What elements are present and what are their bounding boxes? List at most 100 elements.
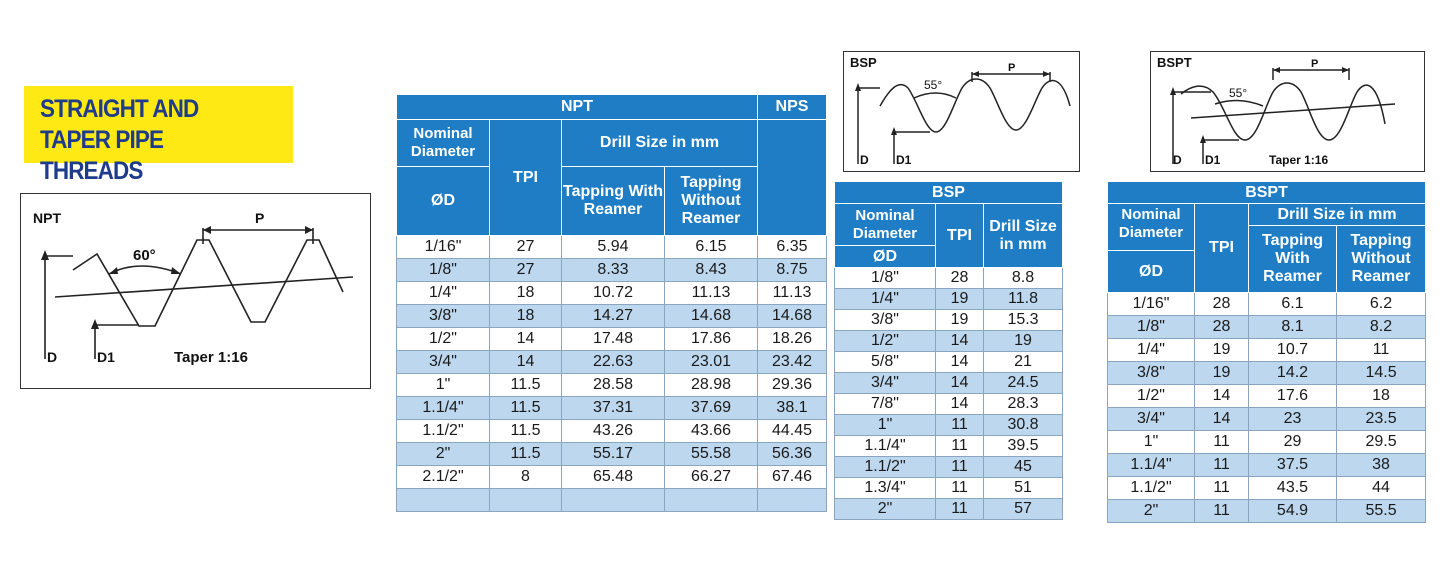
bspt-d-label: D (1173, 153, 1182, 167)
bspt-tap-without-header: Tapping Without Reamer (1335, 225, 1427, 293)
bspt-cell-tpi: 11 (1194, 499, 1249, 523)
table-row: 1" 11 29 29.5 (1107, 430, 1427, 454)
bspt-thread-profile (1170, 67, 1396, 164)
npt-cell-tap-without: 37.69 (664, 396, 758, 420)
table-row: 2" 11 54.9 55.5 (1107, 499, 1427, 523)
bsp-cell-drill: 8.8 (982, 267, 1064, 289)
bsp-cell-tpi: 14 (935, 330, 984, 352)
bsp-cell-nominal: 2" (834, 498, 936, 520)
npt-cell-tap-with: 55.17 (561, 442, 665, 466)
bsp-cell-nominal: 1.3/4" (834, 477, 936, 499)
bspt-cell-tpi: 28 (1194, 315, 1249, 339)
npt-diagram-name: NPT (33, 210, 61, 226)
npt-cell-nps: 6.35 (757, 235, 827, 259)
bsp-nominal-header: Nominal Diameter (834, 203, 936, 246)
npt-cell-nps: 56.36 (757, 442, 827, 466)
npt-table: NPT NPS Nominal Diameter TPI Drill Size … (396, 94, 827, 512)
npt-cell-nps: 23.42 (757, 350, 827, 374)
bspt-thread-diagram: BSPT 55° P D D1 Taper 1:16 (1150, 51, 1425, 172)
bsp-cell-tpi: 11 (935, 477, 984, 499)
table-row: 1/4" 19 11.8 (834, 288, 1064, 310)
bsp-table: BSP Nominal Diameter TPI Drill Size in m… (833, 181, 1064, 520)
bspt-header: BSPT (1106, 181, 1427, 204)
table-row: 3/8" 19 14.2 14.5 (1107, 361, 1427, 385)
bspt-cell-nominal: 1/8" (1107, 315, 1195, 339)
bsp-cell-tpi: 11 (935, 414, 984, 436)
npt-angle-label: 60° (133, 247, 156, 264)
npt-cell-nps: 14.68 (757, 304, 827, 328)
bsp-cell-drill: 39.5 (982, 435, 1064, 457)
table-row: 1.1/2" 11 43.5 44 (1107, 476, 1427, 500)
bsp-cell-tpi: 14 (935, 351, 984, 373)
bspt-cell-tap-without: 55.5 (1335, 499, 1427, 523)
table-row: 1.1/4" 11.5 37.31 37.69 38.1 (396, 396, 827, 420)
bsp-angle-label: 55° (924, 78, 943, 92)
bspt-d1-label: D1 (1205, 153, 1221, 167)
bspt-tap-with-header: Tapping With Reamer (1248, 225, 1337, 293)
npt-cell-nps: 44.45 (757, 419, 827, 443)
bsp-table-body: 1/8" 28 8.8 1/4" 19 11.8 3/8" 19 15.3 1/2" 14 19 5/8… (834, 267, 1064, 520)
table-row: 1/2" 14 17.6 18 (1107, 384, 1427, 408)
npt-tap-with-header: Tapping With Reamer (561, 166, 665, 236)
bspt-cell-tap-with: 14.2 (1248, 361, 1337, 385)
npt-pitch-label: P (255, 210, 265, 226)
bspt-table: BSPT Nominal Diameter TPI Drill Size in … (1106, 181, 1427, 523)
bspt-cell-tap-without: 29.5 (1335, 430, 1427, 454)
bsp-od-header: ØD (834, 245, 936, 268)
bsp-cell-drill: 15.3 (982, 309, 1064, 331)
bspt-tpi-header: TPI (1194, 203, 1249, 293)
table-row: 2" 11.5 55.17 55.58 56.36 (396, 442, 827, 466)
npt-cell-tpi: 11.5 (489, 396, 562, 420)
bsp-cell-nominal: 1/8" (834, 267, 936, 289)
bsp-d-label: D (860, 153, 869, 167)
bspt-cell-tap-without: 14.5 (1335, 361, 1427, 385)
table-row: 1/2" 14 17.48 17.86 18.26 (396, 327, 827, 351)
bsp-thread-profile (855, 71, 1071, 164)
bspt-cell-nominal: 3/8" (1107, 361, 1195, 385)
bsp-header: BSP (833, 181, 1064, 204)
bsp-pitch-label: P (1008, 62, 1016, 74)
npt-cell-nps: 29.36 (757, 373, 827, 397)
bsp-cell-nominal: 7/8" (834, 393, 936, 415)
bsp-cell-drill: 24.5 (982, 372, 1064, 394)
npt-cell-nominal: 1/16" (396, 235, 490, 259)
bspt-cell-tap-with: 29 (1248, 430, 1337, 454)
npt-cell-tap-with: 43.26 (561, 419, 665, 443)
bspt-cell-tap-with: 37.5 (1248, 453, 1337, 477)
bspt-cell-tpi: 11 (1194, 430, 1249, 454)
npt-cell-tap-with: 17.48 (561, 327, 665, 351)
npt-drill-header: Drill Size in mm (561, 119, 758, 167)
bspt-cell-nominal: 1/2" (1107, 384, 1195, 408)
bspt-cell-nominal: 1/4" (1107, 338, 1195, 362)
title-line-1: STRAIGHT AND (40, 95, 199, 123)
npt-cell-tpi: 27 (489, 258, 562, 282)
bsp-cell-nominal: 1/2" (834, 330, 936, 352)
bspt-cell-tap-with: 17.6 (1248, 384, 1337, 408)
page-title: STRAIGHT AND TAPER PIPE THREADS (24, 86, 293, 185)
npt-cell-tpi: 8 (489, 465, 562, 489)
bspt-cell-tap-without: 44 (1335, 476, 1427, 500)
npt-cell-tpi: 11.5 (489, 419, 562, 443)
table-row: 5/8" 14 21 (834, 351, 1064, 373)
bspt-cell-tpi: 14 (1194, 407, 1249, 431)
npt-cell-tap-with: 14.27 (561, 304, 665, 328)
npt-cell-nominal: 2" (396, 442, 490, 466)
title-line-2: TAPER PIPE THREADS (40, 126, 164, 185)
npt-d-label: D (47, 349, 58, 365)
npt-cell-nominal: 1/4" (396, 281, 490, 305)
bspt-cell-tap-without: 38 (1335, 453, 1427, 477)
table-row: 3/4" 14 23 23.5 (1107, 407, 1427, 431)
table-row: 1/4" 19 10.7 11 (1107, 338, 1427, 362)
npt-cell-tpi: 18 (489, 281, 562, 305)
bsp-drill-header: Drill Size in mm (982, 203, 1064, 268)
bspt-cell-tpi: 11 (1194, 453, 1249, 477)
npt-cell-nominal: 1" (396, 373, 490, 397)
bsp-cell-drill: 51 (982, 477, 1064, 499)
bsp-cell-tpi: 11 (935, 435, 984, 457)
nps-blank-header (757, 119, 827, 236)
npt-cell-tap-without (664, 488, 758, 512)
npt-cell-tpi: 11.5 (489, 373, 562, 397)
bsp-cell-nominal: 5/8" (834, 351, 936, 373)
table-row: 1.1/4" 11 39.5 (834, 435, 1064, 457)
npt-cell-nominal: 3/4" (396, 350, 490, 374)
